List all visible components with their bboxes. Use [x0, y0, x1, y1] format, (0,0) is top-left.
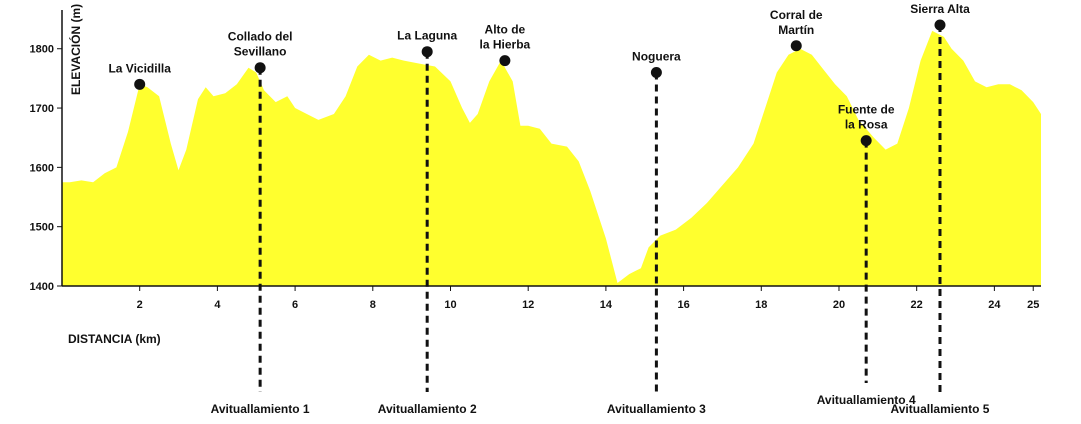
- marker-layer: Avituallamiento 1 Avituallamiento 2 Avitua…: [108, 2, 989, 416]
- y-tick-label: 1800: [30, 44, 54, 56]
- peak-label: La Laguna: [397, 29, 457, 43]
- peak-label: Alto de: [485, 23, 526, 37]
- peak-marker: [860, 135, 872, 147]
- peak-marker: [134, 78, 146, 90]
- x-tick-label: 4: [214, 299, 221, 311]
- x-tick-label: 22: [911, 299, 923, 311]
- y-tick-label: 1700: [30, 103, 54, 115]
- x-tick-label: 25: [1027, 299, 1039, 311]
- peak-label: Noguera: [632, 49, 681, 63]
- peak-label: Fuente de: [838, 103, 895, 117]
- peak-label: la Hierba: [480, 38, 531, 52]
- peak-marker: [934, 19, 946, 31]
- y-axis-title: ELEVACIÓN (m): [68, 4, 83, 95]
- x-tick-label: 16: [677, 299, 689, 311]
- peak-marker: [421, 46, 433, 58]
- x-tick-label: 20: [833, 299, 845, 311]
- x-tick-label: 24: [988, 299, 1001, 311]
- x-tick-label: 8: [370, 299, 376, 311]
- peak-label: La Vicidilla: [108, 61, 171, 75]
- x-tick-label: 10: [444, 299, 456, 311]
- peak-label: la Rosa: [845, 118, 888, 132]
- peak-label: Sierra Alta: [910, 2, 970, 16]
- aid-station-label: Avituallamiento 5: [891, 402, 990, 416]
- peak-marker: [650, 66, 662, 78]
- aid-station-label: Avituallamiento 2: [378, 402, 477, 416]
- peak-label: Corral de: [770, 8, 823, 22]
- x-tick-label: 6: [292, 299, 298, 311]
- elevation-area: [62, 30, 1041, 287]
- peak-label: Collado del: [228, 30, 293, 44]
- y-tick-label: 1600: [30, 162, 54, 174]
- aid-station-label: Avituallamiento 1: [211, 402, 310, 416]
- y-tick-label: 1500: [30, 222, 54, 234]
- peak-marker: [499, 55, 511, 67]
- peak-marker: [790, 40, 802, 52]
- x-tick-label: 12: [522, 299, 534, 311]
- aid-station-label: Avituallamiento 4: [817, 393, 916, 407]
- x-axis-title: DISTANCIA (km): [68, 332, 161, 346]
- x-tick-label: 18: [755, 299, 767, 311]
- x-tick-label: 2: [137, 299, 143, 311]
- peak-label: Sevillano: [234, 45, 287, 59]
- elevation-area-layer: [62, 30, 1041, 287]
- y-tick-label: 1400: [30, 281, 54, 293]
- aid-station-label: Avituallamiento 3: [607, 402, 706, 416]
- peak-marker: [254, 62, 266, 74]
- x-tick-label: 14: [600, 299, 613, 311]
- peak-label: Martín: [778, 23, 814, 37]
